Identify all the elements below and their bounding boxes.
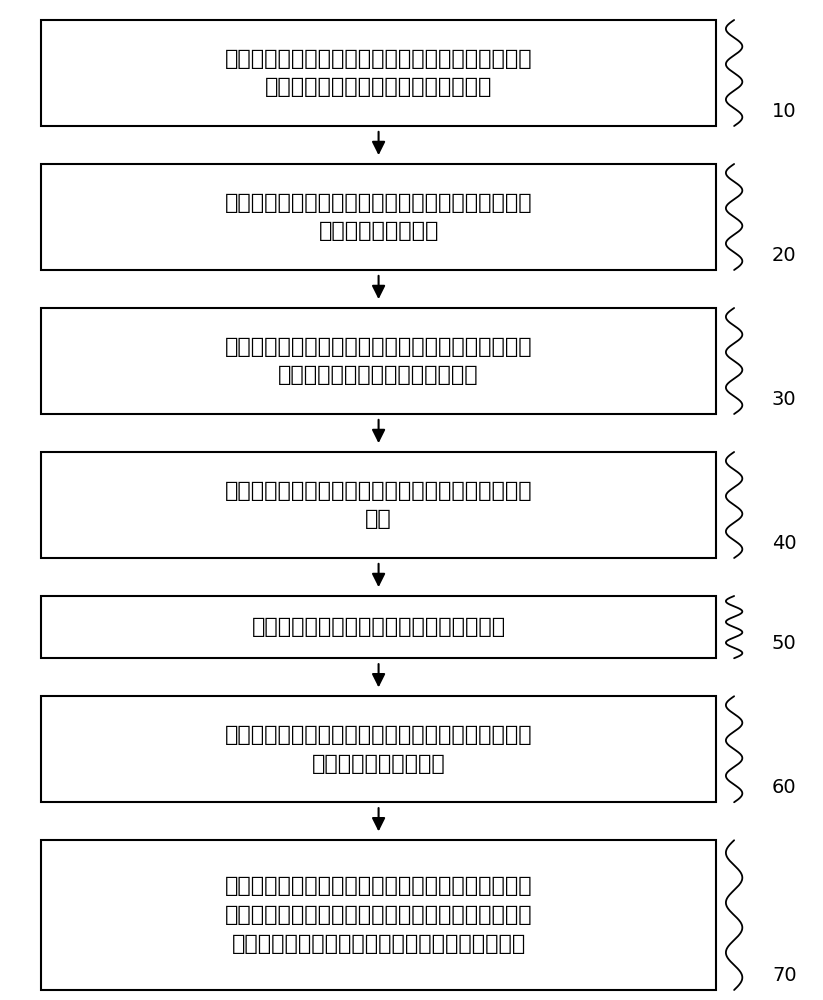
Text: 50: 50 (772, 634, 797, 653)
Bar (41, 20, 716, 126)
Text: 根据所述第一流体压力，计算流体压力阈值: 根据所述第一流体压力，计算流体压力阈值 (252, 617, 505, 637)
Text: 使用液压注入结构向待测管道的管腔内填充流体、并
使得流体填满所述待测管道的管腔: 使用液压注入结构向待测管道的管腔内填充流体、并 使得流体填满所述待测管道的管腔 (225, 337, 532, 385)
Text: 30: 30 (772, 390, 797, 409)
Bar (41, 596, 716, 658)
Bar (41, 696, 716, 802)
Text: 若所述第二流体压力低于所述流体压力阈值，则所述
待测管道的密封性不佳，若所述第二流体压力处于所
述流体压力阈值内，则所述待测管道的密封性良好: 若所述第二流体压力低于所述流体压力阈值，则所述 待测管道的密封性不佳，若所述第二… (225, 876, 532, 954)
Bar (41, 308, 716, 414)
Text: 40: 40 (772, 534, 797, 553)
Bar (41, 840, 716, 990)
Text: 70: 70 (772, 966, 797, 985)
Text: 将管道密封性检测装置的测量端伸入待测管道的管腔
内、并使得安装座与待测管道之间平齐: 将管道密封性检测装置的测量端伸入待测管道的管腔 内、并使得安装座与待测管道之间平… (225, 49, 532, 97)
Text: 10: 10 (772, 102, 797, 121)
Text: 向气囊内注入气体，使气囊与所述安装座以及所述待
测管道的内管壁贴合: 向气囊内注入气体，使气囊与所述安装座以及所述待 测管道的内管壁贴合 (225, 193, 532, 241)
Bar (41, 164, 716, 270)
Text: 60: 60 (772, 778, 797, 797)
Text: 使用压力检测器获取所述液压注入结构内的第一流体
压力: 使用压力检测器获取所述液压注入结构内的第一流体 压力 (225, 481, 532, 529)
Text: 经过预设时间后，使用压力检测器获取所述液压注入
结构内的第二流体压力: 经过预设时间后，使用压力检测器获取所述液压注入 结构内的第二流体压力 (225, 725, 532, 774)
Bar (41, 452, 716, 558)
Text: 20: 20 (772, 246, 797, 265)
